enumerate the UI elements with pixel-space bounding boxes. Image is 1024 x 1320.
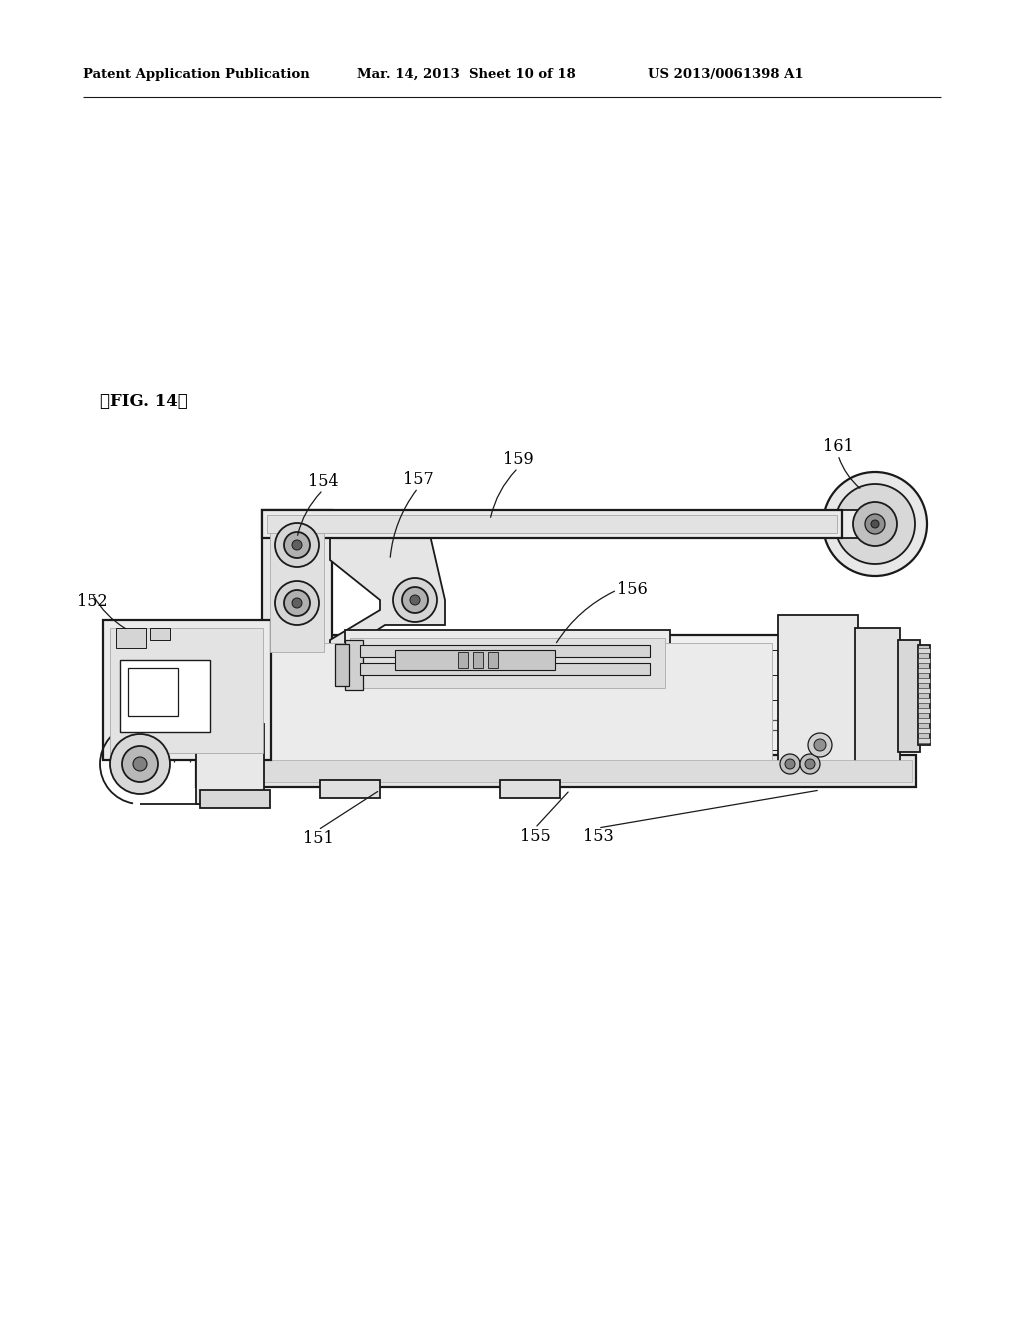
Bar [918, 718, 930, 723]
Bar [262, 510, 842, 539]
Bar [319, 780, 380, 799]
Bar [103, 620, 271, 760]
Bar [116, 628, 146, 648]
Bar [855, 628, 900, 763]
Bar [898, 640, 920, 752]
Bar [128, 668, 178, 715]
Text: 153: 153 [583, 828, 613, 845]
Circle shape [814, 739, 826, 751]
Text: 【FIG. 14】: 【FIG. 14】 [100, 393, 187, 411]
Bar [918, 688, 930, 693]
Bar [918, 645, 930, 744]
Circle shape [402, 587, 428, 612]
Circle shape [122, 746, 158, 781]
Circle shape [110, 734, 170, 795]
Bar [200, 789, 270, 808]
Circle shape [292, 598, 302, 609]
Bar [918, 708, 930, 713]
Circle shape [853, 502, 897, 546]
Bar [840, 510, 880, 539]
Text: 161: 161 [822, 438, 853, 455]
Bar [262, 635, 780, 775]
Text: US 2013/0061398 A1: US 2013/0061398 A1 [648, 69, 804, 81]
Text: Patent Application Publication: Patent Application Publication [83, 69, 309, 81]
Circle shape [780, 754, 800, 774]
Bar [360, 663, 650, 675]
Bar [267, 515, 837, 533]
Text: 156: 156 [617, 582, 648, 598]
Bar [500, 780, 560, 799]
Text: 159: 159 [503, 451, 534, 469]
Bar [120, 660, 210, 733]
Circle shape [275, 523, 319, 568]
Bar [488, 652, 498, 668]
Bar [395, 649, 555, 671]
Circle shape [133, 756, 147, 771]
Circle shape [805, 759, 815, 770]
Text: 154: 154 [307, 473, 338, 490]
Bar [918, 657, 930, 663]
Bar [918, 668, 930, 673]
Bar [110, 628, 263, 752]
Polygon shape [330, 535, 445, 660]
Circle shape [871, 520, 879, 528]
Text: 151: 151 [303, 830, 334, 847]
Bar [196, 723, 264, 804]
Circle shape [808, 733, 831, 756]
Bar [778, 615, 858, 775]
Text: 157: 157 [402, 471, 433, 488]
Circle shape [823, 473, 927, 576]
Bar [345, 630, 670, 696]
Bar [918, 738, 930, 743]
Bar [270, 517, 324, 652]
Circle shape [785, 759, 795, 770]
Bar [918, 698, 930, 704]
Bar [350, 638, 665, 688]
Bar [345, 640, 362, 690]
Bar [360, 645, 650, 657]
Bar [262, 510, 332, 660]
Bar [270, 643, 772, 767]
Text: Mar. 14, 2013  Sheet 10 of 18: Mar. 14, 2013 Sheet 10 of 18 [357, 69, 575, 81]
Bar [918, 678, 930, 682]
Bar [200, 760, 912, 781]
Circle shape [284, 590, 310, 616]
Text: 155: 155 [519, 828, 550, 845]
Circle shape [393, 578, 437, 622]
Bar [196, 755, 916, 787]
Bar [918, 648, 930, 653]
Circle shape [800, 754, 820, 774]
Circle shape [275, 581, 319, 624]
Bar [918, 729, 930, 733]
Circle shape [410, 595, 420, 605]
Bar [150, 628, 170, 640]
Bar [335, 644, 349, 686]
Circle shape [865, 513, 885, 535]
Circle shape [292, 540, 302, 550]
Bar [473, 652, 483, 668]
Text: 152: 152 [77, 593, 108, 610]
Circle shape [835, 484, 915, 564]
Circle shape [284, 532, 310, 558]
Bar [458, 652, 468, 668]
